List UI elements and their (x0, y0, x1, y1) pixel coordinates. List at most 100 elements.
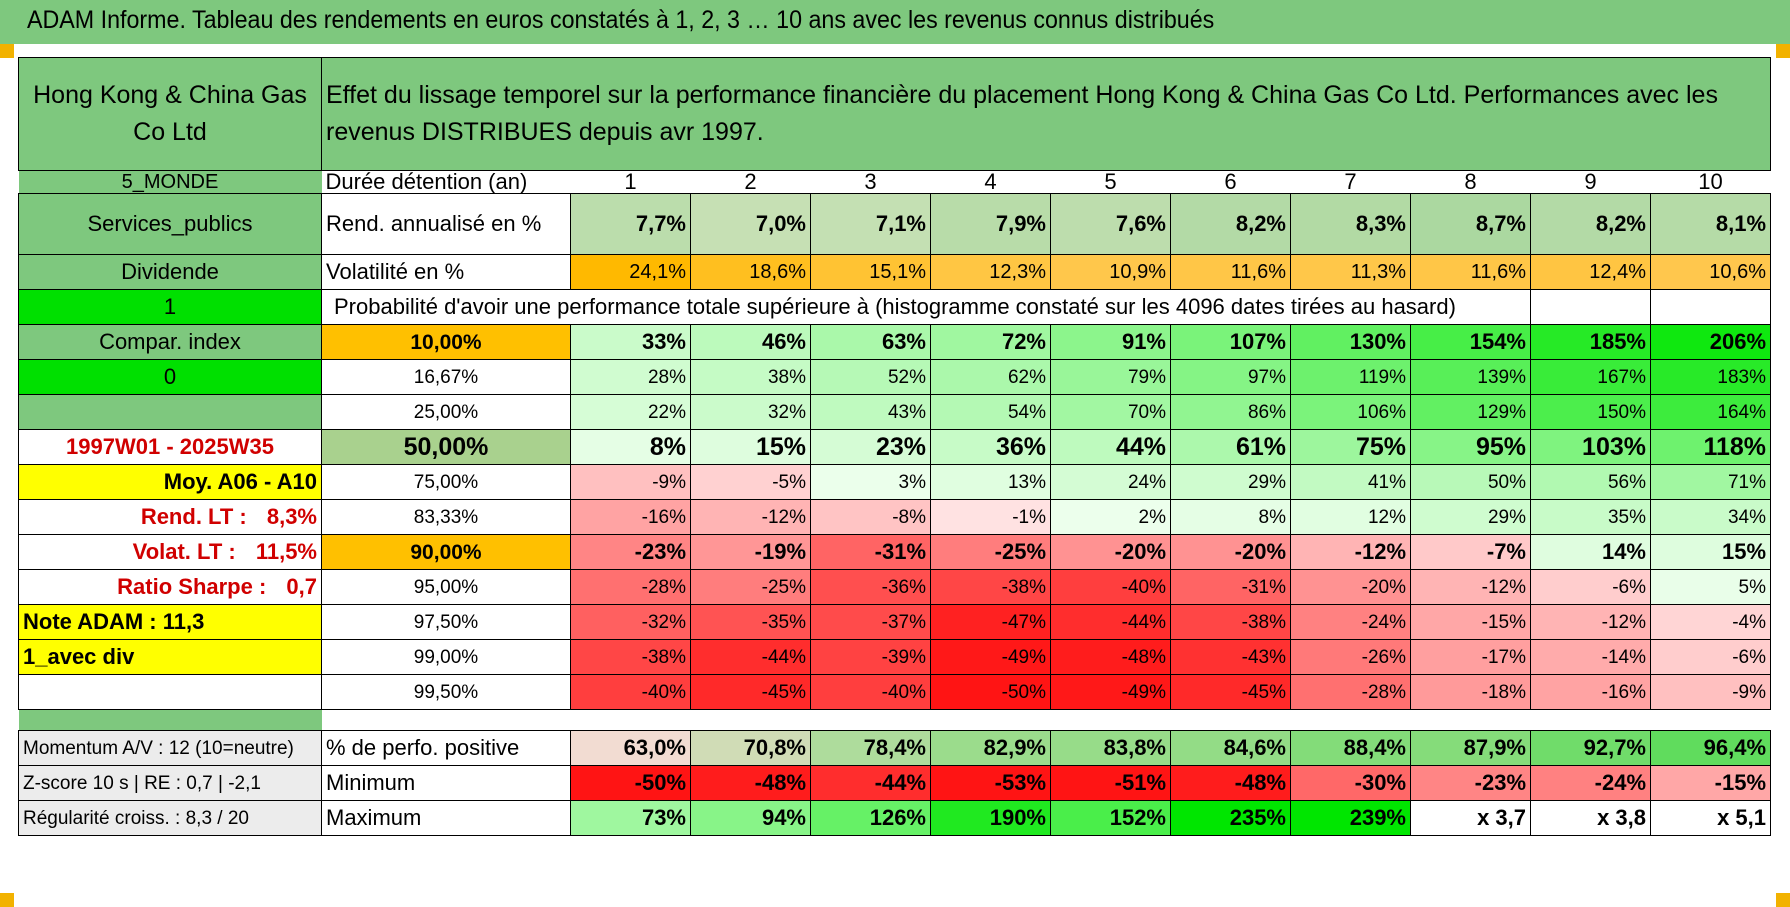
proba-cell: -43% (1170, 639, 1291, 675)
lt-label: Volat. LT : (132, 539, 236, 564)
lt-value: 0,7 (280, 574, 317, 599)
percentile-cell: 25,00% (321, 394, 571, 430)
footer-value-cell: 87,9% (1410, 730, 1531, 766)
footer-row: Régularité croiss. : 8,3 / 20 Maximum 73% 9… (18, 800, 1772, 836)
rend-cell: 8,3% (1290, 193, 1411, 255)
proba-cell: 15% (1649, 534, 1772, 570)
volat-cell: 12,3% (930, 254, 1051, 290)
rend-cell: 8,2% (1170, 193, 1291, 255)
footer-value-cell: 63,0% (570, 730, 691, 766)
proba-cell: -20% (1290, 569, 1411, 605)
compar-index-label: Compar. index (18, 324, 322, 360)
footer-row-label: Minimum (321, 765, 571, 801)
proba-cell: 70% (1050, 394, 1171, 430)
proba-cell: -1% (930, 499, 1051, 535)
proba-cell: -47% (930, 604, 1051, 640)
rend-cell: 7,9% (930, 193, 1051, 255)
proba-cell: -16% (570, 499, 691, 535)
footer-value-cell: -44% (810, 765, 931, 801)
proba-cell: 106% (1290, 394, 1411, 430)
proba-cell: -15% (1410, 604, 1531, 640)
spacer-row (18, 709, 1771, 731)
proba-cell: 2% (1050, 499, 1171, 535)
proba-cell: 130% (1290, 324, 1411, 360)
footer-value-cell: -53% (930, 765, 1051, 801)
proba-cell: -49% (1050, 674, 1171, 710)
proba-cell: 164% (1649, 394, 1772, 430)
percentile-cell: 95,00% (321, 569, 571, 605)
footer-value-cell: 94% (690, 800, 811, 836)
proba-cell: 79% (1050, 359, 1171, 395)
proba-cell: -20% (1050, 534, 1171, 570)
percentile-cell: 99,50% (321, 674, 571, 710)
proba-cell: 167% (1530, 359, 1651, 395)
proba-cell: -12% (1410, 569, 1531, 605)
footer-value-cell: 235% (1170, 800, 1291, 836)
proba-cell: 154% (1410, 324, 1531, 360)
proba-cell: 103% (1530, 429, 1651, 465)
footer-body: Momentum A/V : 12 (10=neutre)% de perfo.… (18, 730, 1772, 836)
proba-row: 1997W01 - 2025W35 50,00% 8% 15% 23% 36% 44% 61%… (18, 429, 1772, 465)
percentile-cell: 10,00% (321, 324, 571, 360)
proba-title-row: 1 Probabilité d'avoir une performance to… (18, 289, 1772, 325)
year-header-cell: 6 (1170, 170, 1291, 194)
footer-row-label: Maximum (321, 800, 571, 836)
proba-title: Probabilité d'avoir une performance tota… (321, 289, 1531, 325)
proba-cell: -38% (930, 569, 1051, 605)
proba-cell: -35% (690, 604, 811, 640)
proba-cell: 72% (930, 324, 1051, 360)
proba-row: Volat. LT : 11,5% 90,00% -23% -19% -31% -25% -… (18, 534, 1772, 570)
corner-marker (1776, 893, 1790, 907)
year-header-cell: 2 (690, 170, 811, 194)
proba-body: Compar. index 10,00% 33% 46% 63% 72% 91% 107% 13… (18, 324, 1772, 710)
percentile-cell: 16,67% (321, 359, 571, 395)
title-bar (0, 0, 1790, 44)
volat-label: Volatilité en % (321, 254, 571, 290)
avg-label: Moy. A06 - A10 (18, 464, 322, 500)
corner-marker (0, 893, 14, 907)
rend-cell: 7,0% (690, 193, 811, 255)
proba-cell: 129% (1410, 394, 1531, 430)
proba-cell: -28% (1290, 674, 1411, 710)
empty-label-cell (18, 674, 322, 710)
proba-cell: 34% (1649, 499, 1772, 535)
footer-row: Z-score 10 s | RE : 0,7 | -2,1 Minimum -50… (18, 765, 1772, 801)
page-title: ADAM Informe. Tableau des rendements en … (27, 6, 1215, 34)
proba-cell: -38% (1170, 604, 1291, 640)
percentile-cell: 75,00% (321, 464, 571, 500)
proba-cell: -12% (1530, 604, 1651, 640)
proba-cell: -49% (930, 639, 1051, 675)
proba-cell: 75% (1290, 429, 1411, 465)
sharpe-label: Ratio Sharpe : 0,7 (18, 569, 322, 605)
year-header-cell: 8 (1410, 170, 1531, 194)
proba-cell: -32% (570, 604, 691, 640)
proba-cell: -26% (1290, 639, 1411, 675)
footer-value-cell: 126% (810, 800, 931, 836)
proba-cell: 23% (810, 429, 931, 465)
performance-table: Hong Kong & China Gas Co Ltd Effet du li… (18, 57, 1772, 836)
percentile-cell: 97,50% (321, 604, 571, 640)
proba-cell: 52% (810, 359, 931, 395)
rend-row: Services_publics Rend. annualisé en % 7,… (18, 193, 1772, 255)
empty-label-cell (18, 394, 322, 430)
proba-cell: 35% (1530, 499, 1651, 535)
company-name: Hong Kong & China Gas Co Ltd (18, 57, 322, 171)
proba-cell: 13% (930, 464, 1051, 500)
footer-value-cell: 152% (1050, 800, 1171, 836)
footer-value-cell: 82,9% (930, 730, 1051, 766)
volat-cell: 12,4% (1530, 254, 1651, 290)
proba-cell: 29% (1170, 464, 1291, 500)
proba-cell: -12% (1290, 534, 1411, 570)
proba-cell: -6% (1649, 639, 1772, 675)
percentile-cell: 83,33% (321, 499, 571, 535)
proba-row: 25,00% 22% 32% 43% 54% 70% 86% 106% 129% 150% 164% (18, 394, 1772, 430)
proba-cell: 33% (570, 324, 691, 360)
rend-cell: 7,6% (1050, 193, 1171, 255)
footer-value-cell: 73% (570, 800, 691, 836)
year-header-cell: 7 (1290, 170, 1411, 194)
volat-cell: 11,3% (1290, 254, 1411, 290)
footer-value-cell: 239% (1290, 800, 1411, 836)
duration-row: 5_MONDE Durée détention (an) 1 2 3 4 5 6 7 8 9 10 (18, 170, 1771, 194)
proba-cell: 46% (690, 324, 811, 360)
proba-cell: -31% (810, 534, 931, 570)
